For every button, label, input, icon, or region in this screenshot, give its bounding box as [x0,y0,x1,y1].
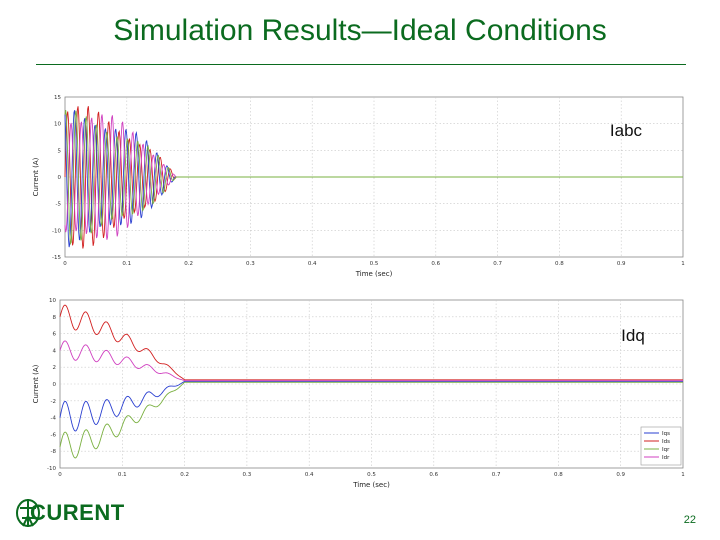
x-tick-label: 0.8 [555,261,564,267]
x-tick-label: 0.4 [308,261,317,267]
x-tick-label: 0.1 [122,261,131,267]
y-tick-label: 10 [49,298,56,304]
slide-title: Simulation Results—Ideal Conditions [113,14,607,47]
series-line-2 [59,381,683,459]
x-tick-label: 0 [58,472,62,478]
y-tick-label: -8 [51,449,57,455]
curent-logo-icon [16,499,40,527]
y-tick-label: -15 [52,255,61,261]
series-line-3 [59,340,683,382]
y-tick-label: -4 [51,416,57,422]
legend-label: Iqr [662,447,670,453]
x-tick-label: 0.4 [305,472,314,478]
y-axis-label: Current (A) [32,364,40,403]
series-line-1 [59,304,683,381]
legend-label: Ids [662,439,670,445]
chart-iabc: 0 0.1 0.2 0.3 0.4 0.5 0.6 0.7 0.8 0.9 1 15 10 5 0 -5 -10… [32,95,685,278]
y-tick-label: 15 [54,95,61,101]
y-tick-label: 5 [58,148,62,154]
chart-idq: 0 0.1 0.2 0.3 0.4 0.5 0.6 0.7 0.8 0.9 1 10 8 6 4 2 0 -2 -4… [32,298,685,489]
page-number: 22 [683,514,696,526]
x-tick-label: 0.2 [184,261,193,267]
x-tick-label: 0.6 [429,472,438,478]
x-tick-label: 0.3 [246,261,255,267]
x-tick-label: 0.2 [180,472,189,478]
x-tick-label: 0.9 [617,261,626,267]
x-tick-label: 0.9 [616,472,625,478]
x-tick-label: 0.8 [554,472,563,478]
x-tick-label: 1 [681,261,685,267]
x-axis-label: Time (sec) [352,481,390,489]
title-divider [36,64,686,65]
x-tick-label: 0.5 [370,261,379,267]
y-tick-label: 8 [53,315,57,321]
x-tick-label: 0 [63,261,67,267]
panel-label: Idq [621,326,645,345]
y-tick-label: 10 [54,122,61,128]
y-tick-label: -6 [51,432,57,438]
x-tick-label: 0.5 [367,472,376,478]
x-axis-label: Time (sec) [355,270,393,278]
series-line-3 [64,109,683,246]
y-tick-label: 0 [58,175,62,181]
y-tick-label: -5 [56,202,62,208]
y-tick-label: -2 [51,399,56,405]
x-tick-label: 0.1 [118,472,127,478]
y-tick-label: 2 [53,365,57,371]
x-tick-label: 0.7 [492,472,501,478]
x-tick-label: 0.6 [431,261,440,267]
y-tick-label: -10 [47,466,56,472]
legend-label: Idr [662,455,670,461]
logo-wordmark: CURENT [30,500,125,525]
series-line-0 [59,381,683,432]
y-tick-label: -10 [52,228,61,234]
panel-label: Iabc [610,121,643,140]
x-tick-label: 1 [681,472,685,478]
x-tick-label: 0.3 [243,472,252,478]
y-tick-label: 0 [53,382,57,388]
legend-label: Iqs [662,431,670,437]
y-tick-label: 4 [53,348,57,354]
x-tick-label: 0.7 [493,261,502,267]
y-tick-label: 6 [53,332,57,338]
y-axis-label: Current (A) [32,157,40,196]
